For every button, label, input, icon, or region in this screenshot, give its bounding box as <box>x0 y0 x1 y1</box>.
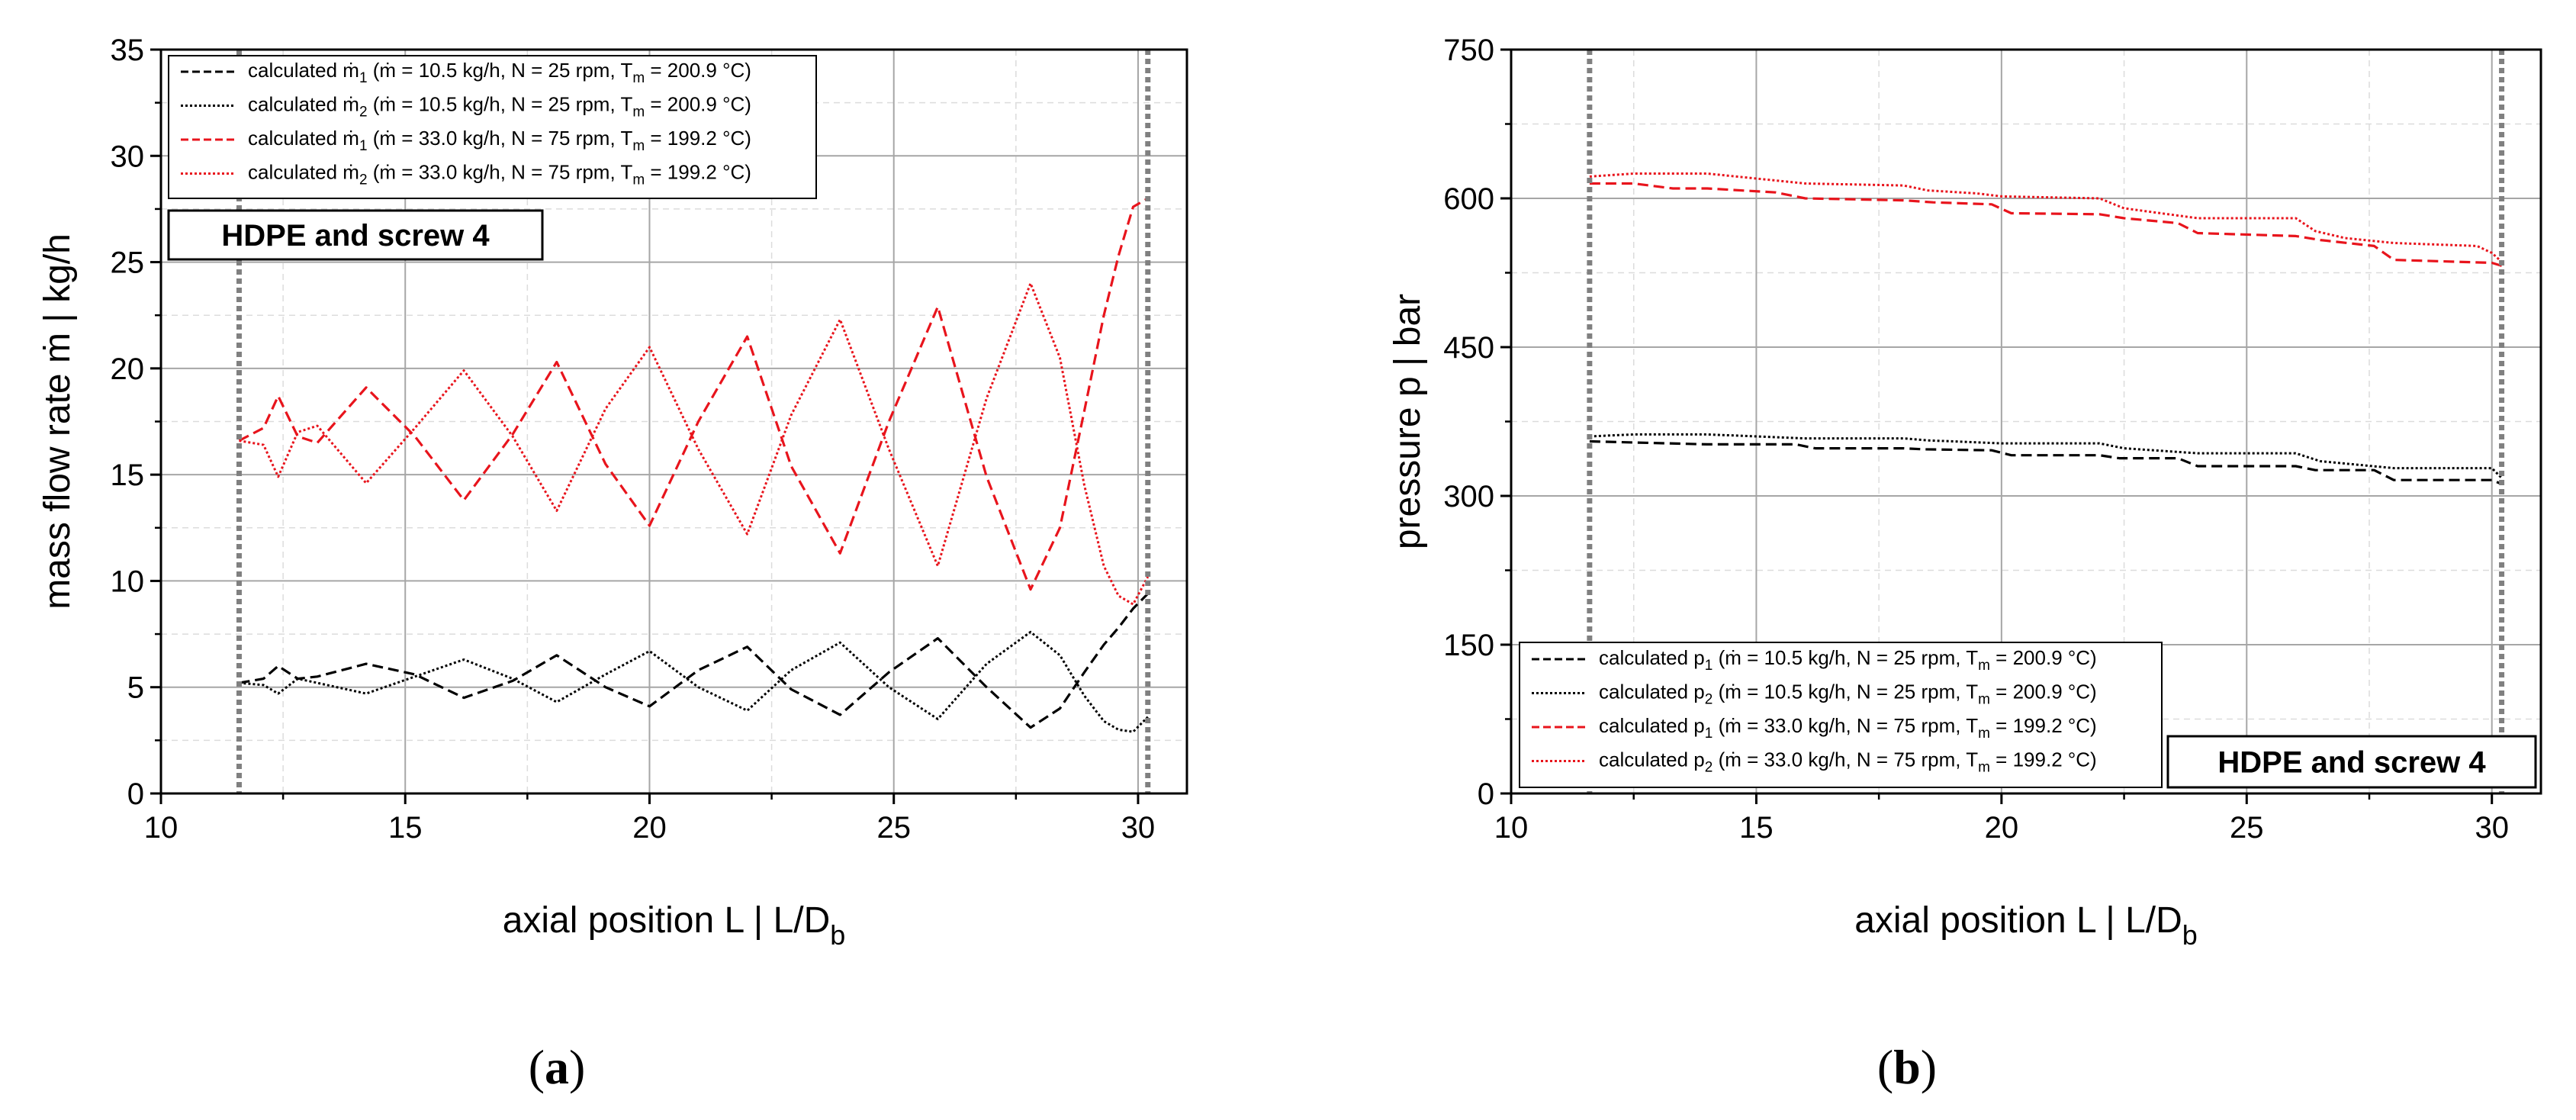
series-line-2 <box>239 630 1149 733</box>
series-line-2 <box>1589 433 2503 479</box>
series-line-1 <box>239 592 1149 729</box>
x-tick-label: 20 <box>1985 811 2019 845</box>
y-tick-label: 600 <box>1443 182 1494 216</box>
x-tick-label: 30 <box>1121 811 1156 845</box>
y-tick-label: 30 <box>111 140 145 173</box>
legend-entry-3: calculated ṁ1 (ṁ = 33.0 kg/h, N = 75 rpm… <box>248 127 751 154</box>
plot-frame <box>1510 48 2542 795</box>
legend-box <box>168 55 817 199</box>
x-axis-label: axial position L | L/Db <box>1854 900 2198 951</box>
panel-label: (b) <box>1877 1040 1937 1094</box>
badge-box <box>2166 735 2537 789</box>
x-axis-label: axial position L | L/Db <box>503 900 846 951</box>
badge-label: HDPE and screw 4 <box>221 219 490 253</box>
legend-entry-4: calculated p2 (ṁ = 33.0 kg/h, N = 75 rpm… <box>1599 748 2097 776</box>
y-tick-label: 300 <box>1443 480 1494 513</box>
series-line-4 <box>239 282 1150 606</box>
x-tick-label: 30 <box>2475 811 2509 845</box>
y-tick-label: 5 <box>127 671 144 705</box>
y-tick-label: 35 <box>111 34 145 67</box>
y-tick-label: 25 <box>111 246 145 280</box>
y-axis-label: pressure p | bar <box>1388 294 1428 549</box>
y-tick-label: 15 <box>111 459 145 492</box>
y-tick-label: 20 <box>111 352 145 386</box>
legend-entry-2: calculated p2 (ṁ = 10.5 kg/h, N = 25 rpm… <box>1599 681 2097 708</box>
x-tick-label: 25 <box>876 811 911 845</box>
y-axis-label: mass flow rate ṁ | kg/h <box>37 233 78 610</box>
y-tick-label: 0 <box>1478 777 1494 811</box>
x-tick-label: 20 <box>632 811 667 845</box>
y-tick-label: 750 <box>1443 34 1494 67</box>
x-tick-label: 10 <box>144 811 178 845</box>
legend-entry-2: calculated ṁ2 (ṁ = 10.5 kg/h, N = 25 rpm… <box>248 93 751 121</box>
legend-entry-1: calculated ṁ1 (ṁ = 10.5 kg/h, N = 25 rpm… <box>248 59 751 86</box>
y-tick-label: 10 <box>111 565 145 598</box>
legend-box <box>1519 642 2163 788</box>
y-tick-label: 150 <box>1443 629 1494 662</box>
plot-frame <box>159 48 1188 795</box>
series-line-4 <box>1589 172 2503 263</box>
panel-label: (a) <box>529 1040 586 1094</box>
x-tick-label: 10 <box>1494 811 1529 845</box>
badge-label: HDPE and screw 4 <box>2217 746 2486 780</box>
y-tick-label: 0 <box>127 777 144 811</box>
series-line-3 <box>1589 182 2503 267</box>
x-tick-label: 15 <box>388 811 423 845</box>
legend-entry-4: calculated ṁ2 (ṁ = 33.0 kg/h, N = 75 rpm… <box>248 161 751 188</box>
badge-box <box>167 209 544 261</box>
panel-a-mass-flow-chart: 10 15 20 25 30 0 5 10 15 20 25 30 35 calculated ṁ1 (ṁ… <box>37 34 1188 1094</box>
y-tick-label: 450 <box>1443 331 1494 365</box>
x-tick-label: 15 <box>1739 811 1774 845</box>
legend-entry-1: calculated p1 (ṁ = 10.5 kg/h, N = 25 rpm… <box>1599 646 2097 674</box>
legend-entry-3: calculated p1 (ṁ = 33.0 kg/h, N = 75 rpm… <box>1599 714 2097 742</box>
series-line-1 <box>1589 439 2503 485</box>
series-line-3 <box>238 197 1149 591</box>
x-tick-label: 25 <box>2230 811 2264 845</box>
